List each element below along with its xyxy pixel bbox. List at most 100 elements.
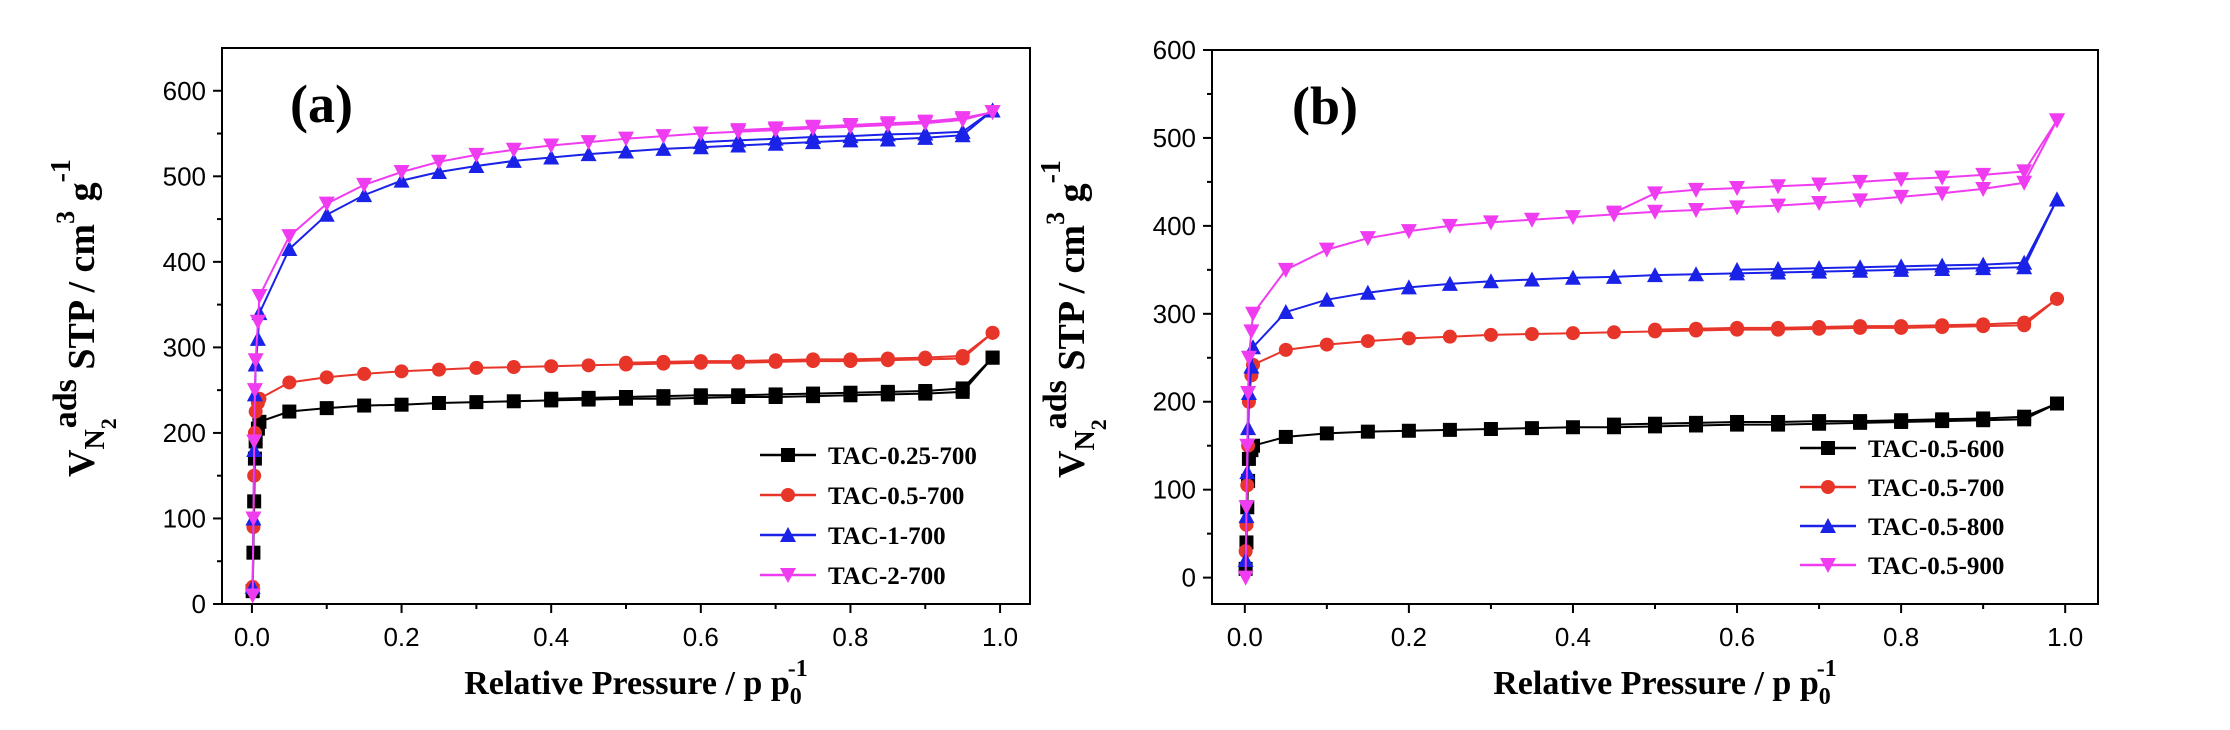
data-point bbox=[1811, 177, 1828, 193]
x-tick-label: 0.2 bbox=[1391, 622, 1427, 652]
y-tick-label: 300 bbox=[1153, 299, 1196, 329]
x-axis-title: Relative Pressure / p p0-1 bbox=[464, 656, 808, 710]
data-point bbox=[918, 350, 933, 365]
data-point bbox=[985, 325, 1000, 340]
data-point bbox=[2049, 291, 2064, 306]
data-point bbox=[1441, 218, 1458, 234]
y-tick-label: 500 bbox=[163, 161, 206, 191]
data-point bbox=[1648, 416, 1662, 431]
data-point bbox=[1729, 181, 1746, 197]
data-point bbox=[1688, 182, 1705, 198]
legend-marker bbox=[780, 527, 796, 542]
data-point bbox=[1318, 291, 1335, 307]
data-point bbox=[1893, 172, 1910, 188]
data-point bbox=[1894, 319, 1909, 334]
data-point bbox=[1482, 215, 1499, 231]
data-point bbox=[1935, 318, 1950, 333]
legend-marker bbox=[1821, 441, 1835, 455]
legend-marker bbox=[781, 488, 795, 502]
data-point bbox=[2017, 315, 2032, 330]
x-tick-label: 0.4 bbox=[533, 622, 569, 652]
data-point bbox=[1689, 321, 1704, 336]
data-point bbox=[917, 125, 934, 141]
data-point bbox=[1524, 421, 1539, 436]
data-point bbox=[1770, 260, 1787, 276]
data-point bbox=[1237, 570, 1254, 586]
data-point bbox=[618, 131, 634, 147]
data-point bbox=[1360, 334, 1375, 349]
data-point bbox=[806, 352, 821, 367]
data-point bbox=[1729, 261, 1746, 277]
data-point bbox=[1647, 186, 1663, 202]
data-point bbox=[880, 384, 895, 399]
data-point bbox=[581, 358, 596, 373]
data-point bbox=[1245, 306, 1262, 322]
data-point bbox=[1524, 327, 1539, 342]
data-point bbox=[767, 121, 784, 137]
data-point bbox=[1243, 324, 1260, 340]
data-point bbox=[544, 359, 559, 374]
data-point bbox=[1442, 422, 1457, 437]
data-point bbox=[357, 366, 372, 381]
data-point bbox=[1975, 167, 1992, 183]
data-point bbox=[805, 128, 822, 144]
data-point bbox=[731, 388, 746, 403]
data-point bbox=[505, 152, 522, 168]
data-point bbox=[281, 241, 298, 257]
data-point bbox=[1730, 414, 1745, 429]
data-point bbox=[1893, 258, 1910, 274]
data-point bbox=[1976, 317, 1991, 332]
data-point bbox=[1852, 259, 1869, 275]
y-tick-label: 200 bbox=[1153, 387, 1196, 417]
data-point bbox=[692, 134, 709, 150]
data-point bbox=[1240, 350, 1257, 366]
chart-panel-b: 0.0 0.2 0.4 0.6 0.8 1.0 0 100 200 300 400 500 600 (b)… bbox=[1036, 35, 2099, 710]
data-point bbox=[1852, 193, 1869, 209]
data-point bbox=[1730, 320, 1745, 335]
data-point bbox=[1359, 231, 1376, 247]
data-point bbox=[2048, 113, 2065, 129]
chart-panel-a: 0.0 0.2 0.4 0.6 0.8 1.0 0 100 200 300 400 500 600 (a)… bbox=[46, 47, 1031, 710]
x-tick-label: 0.2 bbox=[383, 622, 419, 652]
data-point bbox=[655, 140, 672, 156]
y-tick-label: 0 bbox=[192, 589, 206, 619]
data-point bbox=[917, 114, 934, 130]
data-point bbox=[1934, 257, 1951, 273]
x-tick-label: 0.6 bbox=[683, 622, 719, 652]
data-point bbox=[468, 147, 485, 163]
data-point bbox=[692, 126, 709, 142]
data-point bbox=[806, 386, 821, 401]
y-tick-label: 400 bbox=[1153, 211, 1196, 241]
data-point bbox=[1605, 268, 1622, 284]
data-point bbox=[1319, 337, 1334, 352]
data-point bbox=[655, 129, 672, 145]
data-point bbox=[1770, 179, 1787, 195]
legend-label: TAC-2-700 bbox=[828, 563, 946, 590]
data-point bbox=[843, 352, 858, 367]
data-point bbox=[1442, 329, 1457, 344]
legend-marker bbox=[1820, 518, 1836, 533]
data-point bbox=[955, 381, 970, 396]
data-point bbox=[244, 588, 261, 604]
legend-marker bbox=[1820, 558, 1836, 573]
data-point bbox=[2016, 175, 2033, 191]
data-point bbox=[393, 165, 410, 181]
data-point bbox=[1483, 422, 1498, 437]
data-point bbox=[842, 117, 859, 133]
y-tick-label: 100 bbox=[1153, 475, 1196, 505]
data-point bbox=[282, 375, 297, 390]
data-point bbox=[1811, 196, 1828, 212]
data-point bbox=[1278, 429, 1293, 444]
data-point bbox=[1771, 320, 1786, 335]
data-point bbox=[1648, 322, 1662, 337]
data-point bbox=[506, 394, 521, 409]
data-point bbox=[1240, 385, 1257, 401]
data-point bbox=[1523, 271, 1540, 287]
data-point bbox=[1482, 273, 1499, 289]
data-point bbox=[2049, 396, 2064, 411]
data-point bbox=[805, 119, 822, 135]
data-point bbox=[1811, 260, 1828, 276]
data-point bbox=[246, 383, 263, 399]
data-point bbox=[431, 395, 446, 410]
